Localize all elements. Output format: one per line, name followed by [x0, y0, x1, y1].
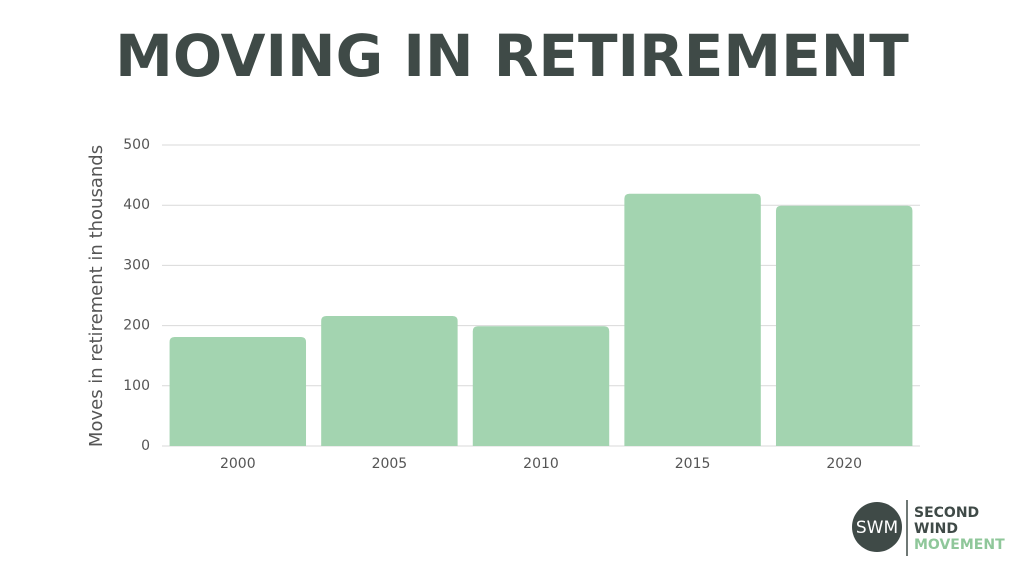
y-tick-label: 300 — [123, 257, 150, 273]
y-tick-label: 200 — [123, 318, 150, 334]
y-tick-label: 500 — [123, 137, 150, 153]
y-tick-label: 400 — [123, 197, 150, 213]
bar — [775, 205, 913, 446]
bar — [472, 326, 610, 446]
x-tick-label: 2000 — [220, 456, 256, 472]
logo-line: SECOND — [914, 505, 979, 521]
y-tick-label: 0 — [141, 438, 150, 454]
logo-line: WIND — [914, 521, 958, 537]
bar — [624, 193, 761, 446]
x-tick-label: 2005 — [372, 456, 408, 472]
logo: SWM SECOND WIND MOVEMENT — [852, 500, 1005, 556]
logo-line: MOVEMENT — [914, 537, 1005, 553]
x-tick-label: 2010 — [523, 456, 559, 472]
logo-initials: SWM — [856, 518, 898, 538]
x-tick-label: 2020 — [826, 456, 862, 472]
chart-title: MOVING IN RETIREMENT — [115, 22, 909, 90]
bar — [321, 315, 458, 446]
x-tick-label: 2015 — [675, 456, 711, 472]
bar — [169, 337, 307, 446]
y-axis-label: Moves in retirement in thousands — [86, 145, 107, 447]
y-tick-label: 100 — [123, 378, 150, 394]
logo-circle — [852, 502, 902, 552]
